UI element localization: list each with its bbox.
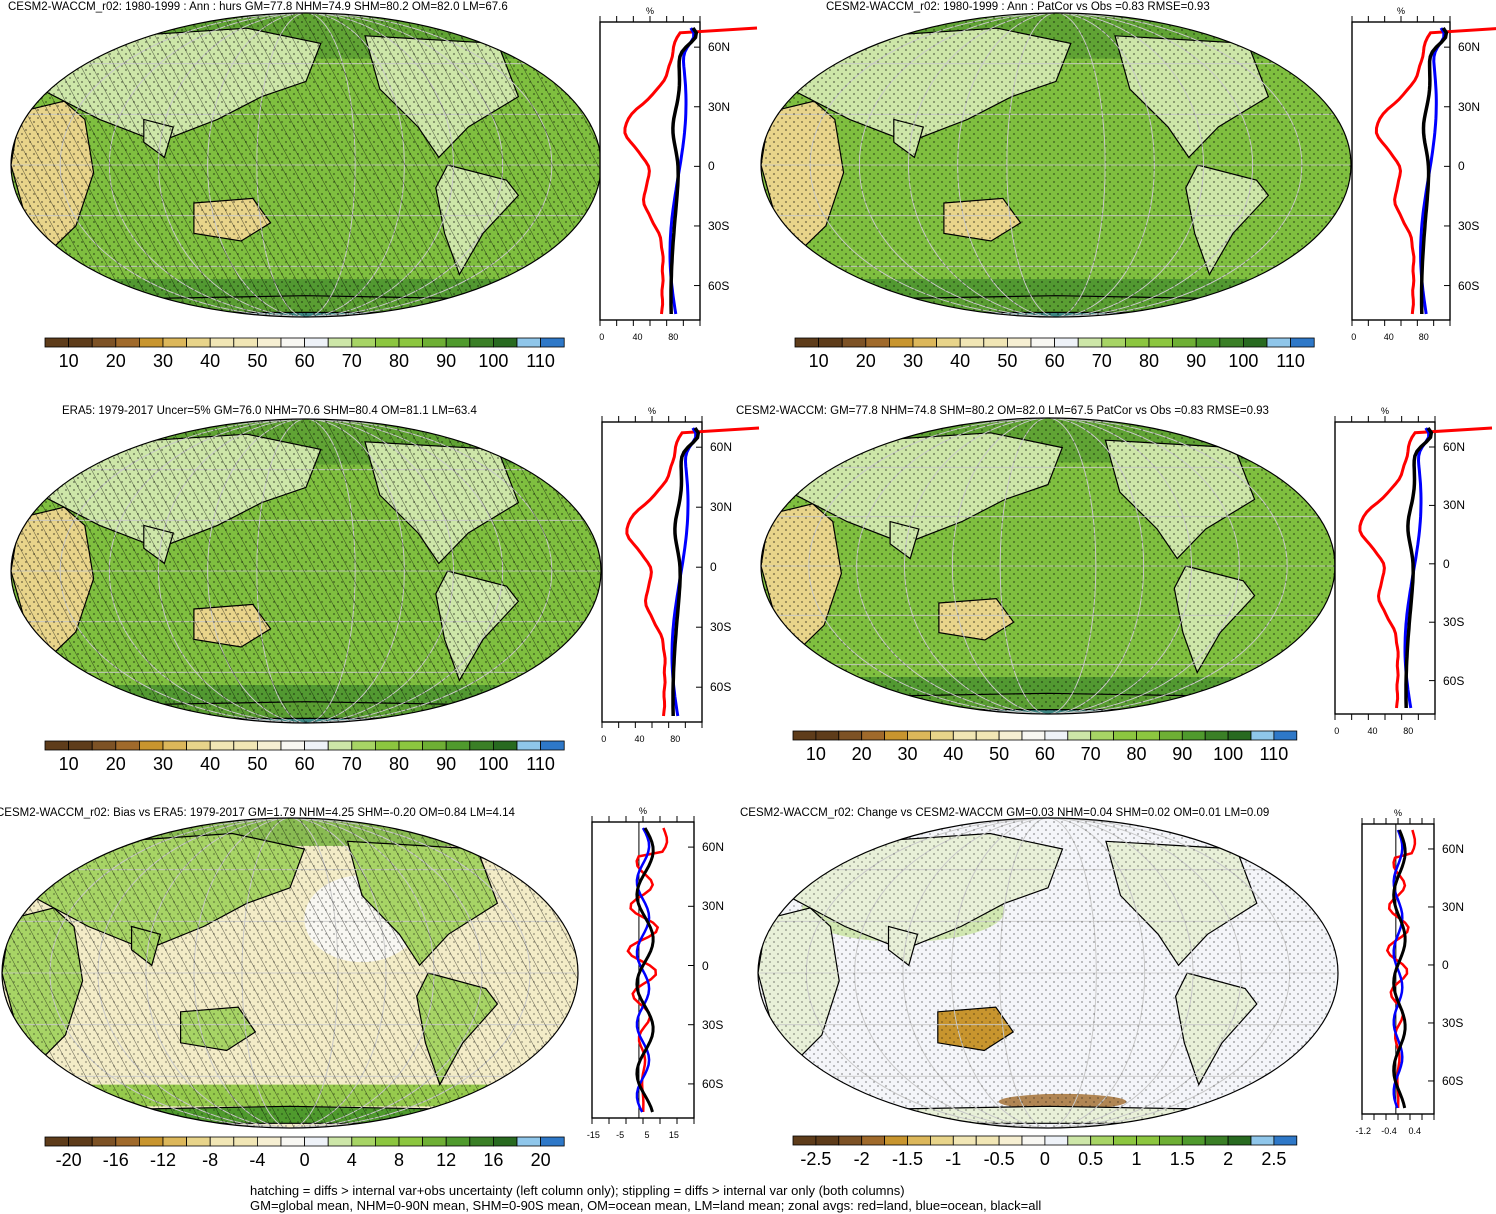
- panel-model-clim-patcor: CESM2-WACCM_r02: 1980-1999 : Ann : PatCo…: [748, 0, 1496, 380]
- panel-cesm2-waccm-ens: CESM2-WACCM: GM=77.8 NHM=74.8 SHM=80.2 O…: [736, 395, 1496, 785]
- panel-title: CESM2-WACCM_r02: Bias vs ERA5: 1979-2017…: [0, 807, 515, 819]
- panel-obs-era5: ERA5: 1979-2017 Uncer=5% GM=76.0 NHM=70.…: [0, 395, 748, 785]
- footer-note: hatching = diffs > internal var+obs unce…: [250, 1183, 1041, 1213]
- footer-line-1: hatching = diffs > internal var+obs unce…: [250, 1183, 905, 1198]
- panel-title: CESM2-WACCM_r02: Change vs CESM2-WACCM G…: [740, 807, 1270, 819]
- panel-change-vs-ens: CESM2-WACCM_r02: Change vs CESM2-WACCM G…: [740, 800, 1496, 1180]
- footer-line-2: GM=global mean, NHM=0-90N mean, SHM=0-90…: [250, 1198, 1042, 1213]
- panel-bias-vs-era5: CESM2-WACCM_r02: Bias vs ERA5: 1979-2017…: [0, 800, 748, 1180]
- panel-title: CESM2-WACCM: GM=77.8 NHM=74.8 SHM=80.2 O…: [736, 405, 1269, 417]
- panel-title: CESM2-WACCM_r02: 1980-1999 : Ann : PatCo…: [826, 1, 1210, 13]
- panel-model-clim: CESM2-WACCM_r02: 1980-1999 : Ann : hurs …: [0, 0, 748, 380]
- panel-title: ERA5: 1979-2017 Uncer=5% GM=76.0 NHM=70.…: [62, 405, 477, 417]
- panel-title: CESM2-WACCM_r02: 1980-1999 : Ann : hurs …: [8, 1, 508, 13]
